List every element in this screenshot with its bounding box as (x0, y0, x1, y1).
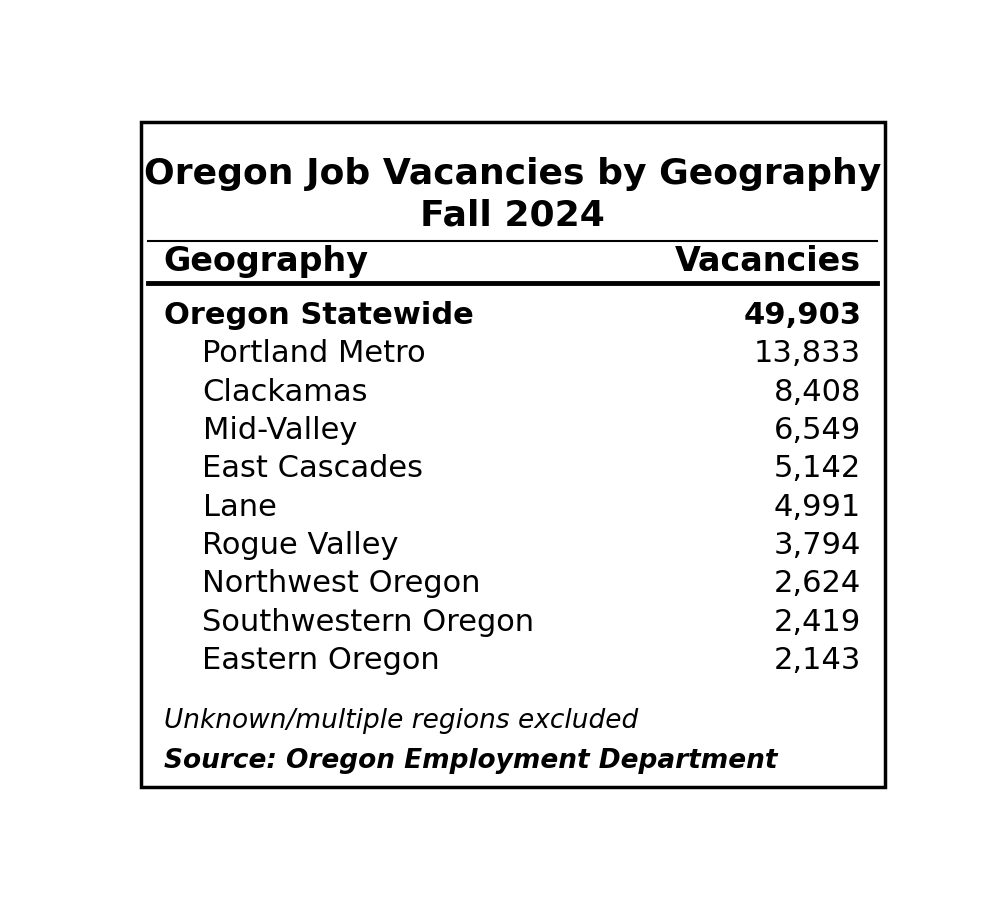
Text: Lane: Lane (202, 493, 276, 522)
Text: Eastern Oregon: Eastern Oregon (202, 646, 440, 675)
Text: 2,143: 2,143 (774, 646, 861, 675)
Text: Fall 2024: Fall 2024 (420, 198, 605, 232)
Text: Mid-Valley: Mid-Valley (202, 416, 357, 446)
Text: Vacancies: Vacancies (675, 246, 861, 278)
Text: 8,408: 8,408 (774, 378, 861, 407)
Text: 49,903: 49,903 (743, 302, 861, 330)
Text: Oregon Statewide: Oregon Statewide (164, 302, 474, 330)
Text: East Cascades: East Cascades (202, 454, 424, 483)
Text: Geography: Geography (164, 246, 369, 278)
Text: Oregon Job Vacancies by Geography: Oregon Job Vacancies by Geography (144, 157, 881, 191)
Text: 2,419: 2,419 (774, 608, 861, 636)
Text: Southwestern Oregon: Southwestern Oregon (202, 608, 535, 636)
Text: Portland Metro: Portland Metro (202, 339, 426, 368)
Text: 6,549: 6,549 (774, 416, 861, 446)
Text: Source: Oregon Employment Department: Source: Oregon Employment Department (164, 748, 777, 774)
Text: 13,833: 13,833 (754, 339, 861, 368)
Text: 4,991: 4,991 (774, 493, 861, 522)
Text: 3,794: 3,794 (774, 531, 861, 560)
Text: Unknown/multiple regions excluded: Unknown/multiple regions excluded (164, 708, 638, 734)
Text: 5,142: 5,142 (774, 454, 861, 483)
Text: Rogue Valley: Rogue Valley (202, 531, 399, 560)
Text: Clackamas: Clackamas (202, 378, 368, 407)
Text: Northwest Oregon: Northwest Oregon (202, 570, 481, 599)
Text: 2,624: 2,624 (774, 570, 861, 599)
